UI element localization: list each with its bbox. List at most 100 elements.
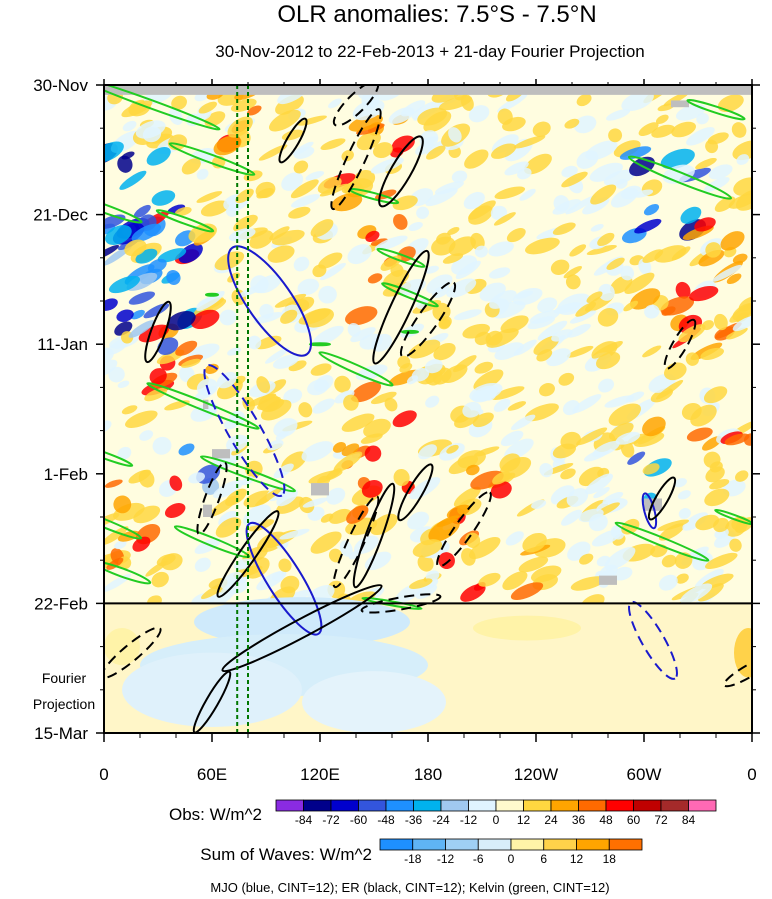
obs-anomaly-blob — [392, 410, 417, 428]
obs-anomaly-blob — [128, 291, 156, 305]
obs-anomaly-blob — [426, 145, 446, 160]
obs-anomaly-blob — [104, 573, 132, 593]
obs-anomaly-blob — [491, 386, 525, 400]
er-contour — [221, 584, 383, 673]
obs-anomaly-blob — [642, 249, 664, 263]
obs-anomaly-blob — [466, 464, 480, 476]
obs-anomaly-blob — [249, 230, 274, 249]
kelvin-contour — [309, 342, 331, 347]
obs-anomaly-blob — [139, 430, 154, 441]
mjo-contour — [227, 245, 313, 357]
obs-anomaly-blob — [331, 193, 363, 212]
obs-anomaly-blob — [694, 217, 716, 232]
obs-anomaly-blob — [364, 445, 382, 462]
obs-anomaly-blob — [290, 179, 319, 199]
obs-anomaly-blob — [258, 144, 288, 161]
obs-anomaly-blob — [598, 283, 615, 301]
obs-anomaly-blob — [661, 306, 676, 316]
projection-label-line1: Fourier — [42, 670, 87, 686]
kelvin-contour — [381, 282, 439, 308]
obs-anomaly-blob — [106, 557, 124, 570]
obs-anomaly-blob — [550, 259, 570, 276]
obs-anomaly-blob — [298, 402, 313, 418]
obs-anomaly-blob — [732, 253, 748, 264]
y-tick-label: 30-Nov — [33, 76, 88, 95]
obs-anomaly-blob — [505, 531, 524, 546]
obs-anomaly-blob — [425, 187, 458, 207]
mjo-contour — [628, 600, 678, 680]
obs-anomaly-blob — [524, 153, 552, 175]
obs-anomaly-blob — [328, 508, 352, 524]
y-tick-label: 11-Jan — [37, 335, 88, 354]
obs-anomaly-blob — [448, 236, 476, 257]
obs-anomaly-blob — [293, 160, 309, 174]
obs-anomaly-blob — [341, 413, 375, 432]
obs-anomaly-blob — [167, 204, 186, 215]
obs-anomaly-blob — [619, 146, 652, 160]
obs-anomaly-blob — [563, 265, 582, 279]
obs-anomaly-blob — [174, 207, 192, 216]
obs-anomaly-blob — [272, 354, 299, 369]
obs-anomaly-blob — [213, 135, 242, 156]
y-tick-label: 21-Dec — [33, 206, 88, 225]
obs-anomaly-blob — [274, 293, 307, 308]
obs-anomaly-blob — [352, 99, 385, 121]
obs-anomaly-blob — [256, 376, 271, 393]
obs-anomaly-blob — [656, 379, 684, 400]
chart-title: OLR anomalies: 7.5°S - 7.5°N — [277, 1, 596, 28]
obs-anomaly-blob — [367, 273, 383, 284]
kelvin-contour — [168, 142, 256, 176]
obs-anomaly-blob — [655, 114, 669, 124]
obs-anomaly-blob — [625, 391, 645, 403]
obs-anomaly-blob — [464, 149, 489, 169]
obs-anomaly-blob — [147, 258, 167, 273]
obs-anomaly-blob — [247, 105, 262, 116]
colorbar-level-label: -12 — [437, 852, 455, 866]
obs-anomaly-blob — [593, 487, 610, 499]
obs-anomaly-blob — [453, 309, 482, 321]
waves-colorbar-label: Sum of Waves: W/m^2 — [200, 845, 372, 864]
colorbar-swatch — [608, 838, 643, 851]
colorbar-swatch — [358, 799, 387, 812]
obs-anomaly-blob — [233, 214, 258, 232]
colorbar-level-label: 24 — [544, 813, 558, 827]
obs-anomaly-blob — [265, 347, 290, 364]
obs-anomaly-blob — [552, 443, 576, 459]
obs-anomaly-blob — [714, 313, 728, 331]
obs-anomaly-blob — [591, 340, 623, 359]
x-tick-label: 0 — [99, 765, 108, 784]
obs-anomaly-blob — [663, 91, 690, 107]
colorbar-swatch — [413, 799, 442, 812]
obs-anomaly-blob — [705, 466, 725, 483]
obs-anomaly-blob — [273, 463, 294, 479]
obs-anomaly-blob — [570, 576, 605, 591]
colorbar-swatch — [303, 799, 332, 812]
obs-anomaly-blob — [671, 121, 696, 138]
obs-anomaly-blob — [462, 401, 482, 418]
colorbar-level-label: 72 — [654, 813, 668, 827]
obs-anomaly-blob — [590, 223, 604, 232]
obs-anomaly-blob — [678, 324, 706, 343]
obs-anomaly-blob — [424, 359, 443, 374]
obs-anomaly-blob — [642, 463, 660, 475]
obs-anomaly-blob — [510, 414, 536, 431]
obs-anomaly-blob — [446, 278, 477, 298]
obs-anomaly-blob — [119, 170, 147, 190]
obs-anomaly-blob — [411, 368, 430, 382]
obs-anomaly-blob — [597, 307, 619, 327]
obs-anomaly-blob — [474, 361, 494, 374]
obs-anomaly-blob — [461, 548, 476, 566]
missing-data-patch — [203, 504, 212, 517]
obs-anomaly-blob — [569, 244, 587, 257]
colorbar-level-label: 12 — [517, 813, 531, 827]
er-contour — [399, 281, 457, 358]
colorbar-level-label: 0 — [508, 852, 515, 866]
obs-anomaly-blob — [455, 260, 481, 280]
obs-anomaly-blob — [643, 204, 660, 216]
obs-anomaly-blob — [350, 327, 376, 343]
er-contour — [372, 249, 430, 365]
obs-anomaly-blob — [539, 462, 554, 478]
x-tick-label: 120W — [514, 765, 558, 784]
obs-anomaly-blob — [255, 181, 276, 199]
obs-anomaly-blob — [438, 95, 473, 111]
